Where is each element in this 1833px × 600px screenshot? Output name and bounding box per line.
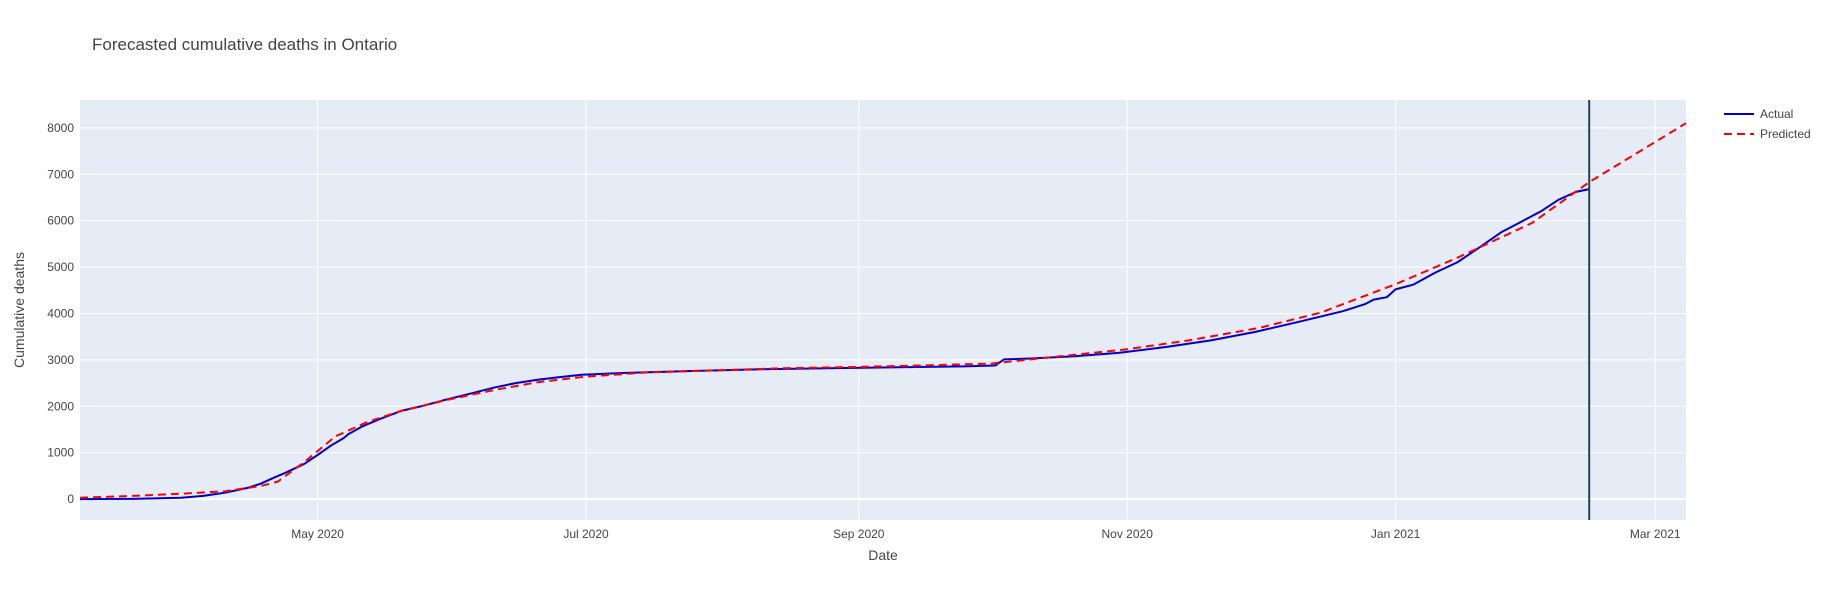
y-tick-label: 1000 bbox=[47, 446, 74, 460]
x-tick-label: May 2020 bbox=[291, 527, 344, 541]
chart-title: Forecasted cumulative deaths in Ontario bbox=[92, 35, 397, 54]
y-tick-label: 4000 bbox=[47, 306, 74, 320]
x-tick-label: Nov 2020 bbox=[1102, 527, 1154, 541]
x-tick-label: Sep 2020 bbox=[833, 527, 885, 541]
legend-label-actual: Actual bbox=[1760, 107, 1793, 121]
x-tick-label: Mar 2021 bbox=[1630, 527, 1681, 541]
y-tick-label: 2000 bbox=[47, 399, 74, 413]
y-tick-label: 5000 bbox=[47, 260, 74, 274]
y-tick-label: 6000 bbox=[47, 214, 74, 228]
y-axis-ticks: 0 1000 2000 3000 4000 5000 6000 7000 8000 bbox=[47, 121, 74, 506]
plot-area bbox=[80, 100, 1686, 520]
legend[interactable]: Actual Predicted bbox=[1724, 107, 1811, 141]
y-tick-label: 3000 bbox=[47, 353, 74, 367]
x-tick-label: Jan 2021 bbox=[1371, 527, 1421, 541]
gridlines bbox=[80, 100, 1686, 520]
x-axis-ticks: May 2020 Jul 2020 Sep 2020 Nov 2020 Jan 2021… bbox=[291, 527, 1681, 541]
x-axis-title: Date bbox=[868, 547, 898, 563]
series-layer bbox=[79, 122, 1687, 501]
x-tick-label: Jul 2020 bbox=[563, 527, 609, 541]
series-line-predicted bbox=[79, 122, 1687, 499]
y-tick-label: 0 bbox=[67, 492, 74, 506]
y-axis-title: Cumulative deaths bbox=[11, 252, 27, 368]
y-tick-label: 7000 bbox=[47, 167, 74, 181]
legend-label-predicted: Predicted bbox=[1760, 127, 1811, 141]
y-tick-label: 8000 bbox=[47, 121, 74, 135]
